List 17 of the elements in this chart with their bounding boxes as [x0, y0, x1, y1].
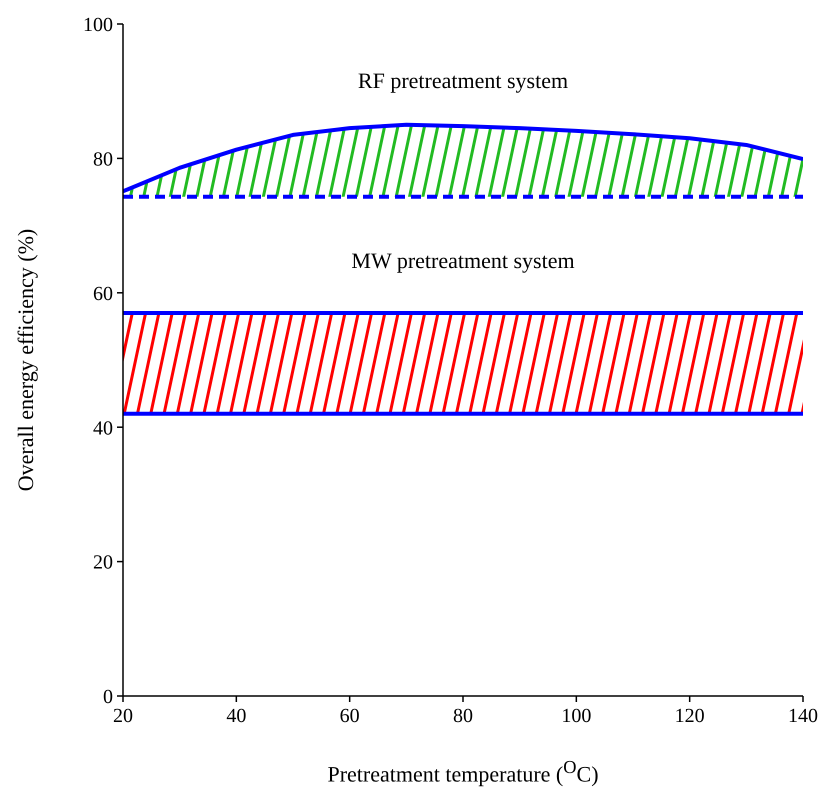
x-tick-label: 20 — [113, 705, 133, 728]
x-tick-label: 100 — [561, 705, 592, 728]
y-tick-label: 0 — [103, 686, 113, 708]
y-tick-label: 80 — [93, 148, 113, 170]
x-tick-label: 60 — [340, 705, 360, 728]
y-tick-label: 100 — [83, 14, 113, 36]
x-tick-label: 40 — [226, 705, 246, 728]
y-axis-title: Overall energy efficiency (%) — [13, 228, 39, 492]
x-axis-title: Pretreatment temperature ($^{O}$C) — [326, 757, 600, 788]
y-tick-label: 40 — [93, 417, 113, 440]
annotation: RF pretreatment system — [356, 68, 570, 94]
y-tick-label: 60 — [93, 282, 113, 305]
x-tick-label: 120 — [674, 705, 705, 728]
x-tick-label: 80 — [453, 705, 473, 728]
x-tick-label: 140 — [788, 705, 818, 728]
annotation: MW pretreatment system — [350, 248, 576, 274]
y-tick-label: 20 — [93, 552, 113, 574]
